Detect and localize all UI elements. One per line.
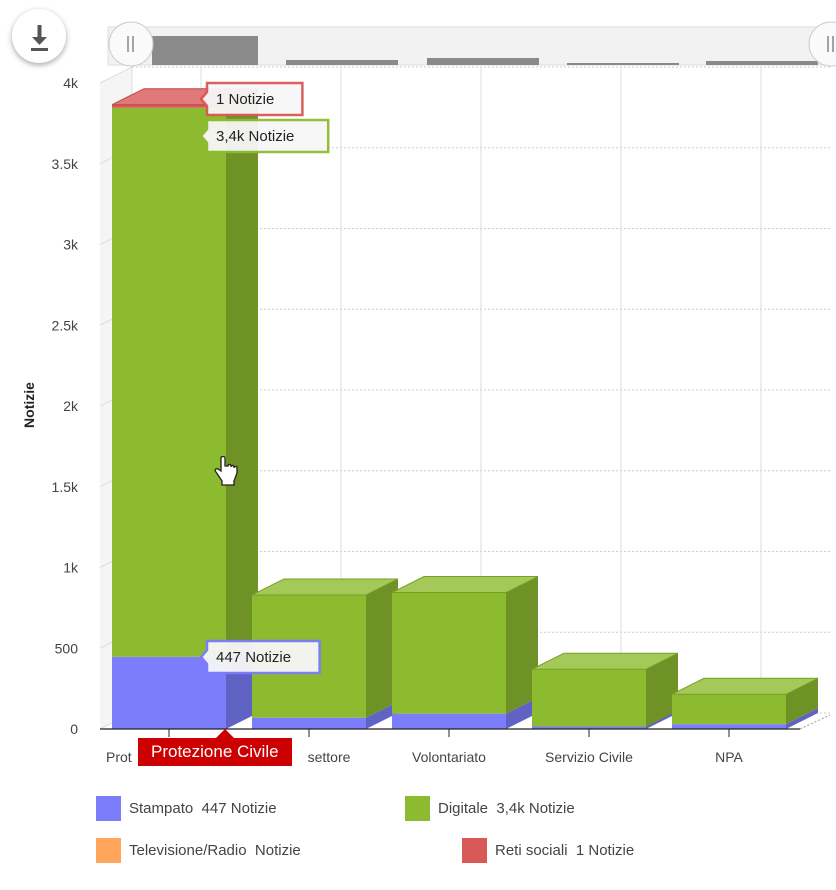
legend-item[interactable]: Stampato 447 Notizie — [96, 796, 277, 821]
bar-segment[interactable] — [671, 677, 819, 725]
y-tick-label: 3k — [63, 237, 79, 253]
y-axis-title: Notizie — [21, 382, 37, 428]
y-tick-label: 500 — [55, 640, 79, 656]
y-tick-label: 4k — [63, 75, 79, 91]
x-tick-label: NPA — [715, 749, 743, 765]
bar-segment[interactable] — [672, 708, 818, 729]
legend-item[interactable]: Digitale 3,4k Notizie — [405, 796, 575, 821]
download-button[interactable] — [12, 9, 66, 63]
data-label: 447 Notizie — [199, 639, 321, 675]
y-tick-label: 1.5k — [52, 479, 79, 495]
chart-legend: Stampato 447 Notizie Digitale 3,4k Notizi… — [96, 796, 796, 876]
bars[interactable] — [111, 88, 819, 729]
y-tick-label: 3.5k — [52, 156, 79, 172]
navigator-left-handle[interactable] — [108, 21, 154, 67]
svg-text:3,4k Notizie: 3,4k Notizie — [216, 128, 294, 145]
x-tick-label: Prot — [106, 749, 132, 765]
bar-segment[interactable] — [252, 701, 398, 729]
category-tooltip: Protezione Civile — [138, 729, 292, 766]
y-tick-label: 2.5k — [52, 317, 79, 333]
legend-swatch — [462, 838, 487, 863]
x-tick-label: Servizio Civile — [545, 749, 633, 765]
legend-item[interactable]: Reti sociali 1 Notizie — [462, 838, 634, 863]
bar-segment[interactable] — [531, 652, 679, 727]
legend-label: Digitale 3,4k Notizie — [438, 800, 575, 817]
x-tick-label: settore — [308, 749, 351, 765]
x-axis: Prot settore Volontariato Servizio Civile NP… — [100, 714, 831, 765]
hand-cursor-icon — [213, 455, 239, 493]
navigator-scrollbar[interactable] — [107, 21, 836, 67]
y-tick-label: 0 — [70, 721, 78, 737]
legend-swatch — [96, 838, 121, 863]
bar-segment[interactable] — [392, 697, 538, 729]
bar-segment[interactable] — [112, 91, 258, 657]
legend-swatch — [405, 796, 430, 821]
download-icon — [31, 25, 48, 51]
legend-label: Stampato 447 Notizie — [129, 800, 277, 817]
bar-segment[interactable] — [532, 710, 678, 729]
navigator-right-handle[interactable] — [808, 21, 836, 67]
legend-swatch — [96, 796, 121, 821]
navigator-selection[interactable] — [152, 36, 258, 65]
data-label: 3,4k Notizie — [199, 118, 330, 154]
svg-text:1 Notizie: 1 Notizie — [216, 91, 274, 108]
legend-item[interactable]: Televisione/Radio Notizie — [96, 838, 301, 863]
legend-label: Televisione/Radio Notizie — [129, 842, 301, 859]
data-label: 1 Notizie — [199, 81, 304, 117]
x-tick-label: Volontariato — [412, 749, 486, 765]
data-labels: 1 Notizie 3,4k Notizie 447 Notizie — [199, 81, 330, 675]
svg-text:447 Notizie: 447 Notizie — [216, 649, 291, 666]
legend-label: Reti sociali 1 Notizie — [495, 842, 635, 859]
y-tick-label: 1k — [63, 560, 79, 576]
y-axis: 0 500 1k 1.5k 2k 2.5k 3k 3.5k 4k — [52, 75, 79, 737]
bar-segment[interactable] — [391, 576, 539, 714]
y-tick-label: 2k — [63, 398, 79, 414]
